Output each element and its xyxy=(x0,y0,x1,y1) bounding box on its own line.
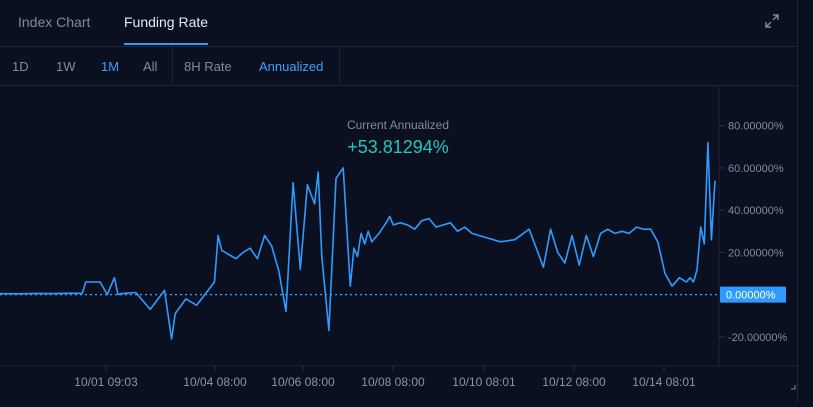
toolbar-divider xyxy=(339,47,340,85)
x-tick-label: 10/01 09:03 xyxy=(74,375,138,389)
range-toolbar: 1D 1W 1M All 8H Rate Annualized xyxy=(0,47,797,86)
panel-border xyxy=(797,0,798,402)
active-tab-indicator xyxy=(124,43,208,45)
range-1d-button[interactable]: 1D xyxy=(12,59,29,74)
y-tick-label: 60.00000% xyxy=(728,163,784,175)
x-tick-label: 10/04 08:00 xyxy=(183,375,247,389)
range-1w-button[interactable]: 1W xyxy=(56,59,76,74)
x-tick-label: 10/14 08:01 xyxy=(632,375,696,389)
resize-corner-icon[interactable] xyxy=(791,385,796,390)
tab-funding-rate[interactable]: Funding Rate xyxy=(124,14,209,30)
current-label: Current Annualized xyxy=(347,118,449,132)
y-tick-label: 80.00000% xyxy=(728,121,784,133)
x-tick-label: 10/10 08:01 xyxy=(452,375,516,389)
y-tick-label: -20.00000% xyxy=(728,332,788,344)
x-tick-label: 10/06 08:00 xyxy=(271,375,335,389)
range-all-button[interactable]: All xyxy=(143,59,158,74)
y-tick-label: 40.00000% xyxy=(728,205,784,217)
tab-bar: Index Chart Funding Rate xyxy=(0,0,797,47)
funding-rate-series-line xyxy=(0,141,716,340)
y-tick-label: 20.00000% xyxy=(728,247,784,259)
annualized-button[interactable]: Annualized xyxy=(259,59,324,74)
8h-rate-button[interactable]: 8H Rate xyxy=(184,59,232,74)
svg-text:0.00000%: 0.00000% xyxy=(726,290,776,302)
funding-rate-chart[interactable]: Current Annualized +53.81294% 80.00000% 6… xyxy=(0,86,797,402)
expand-arrows-icon[interactable] xyxy=(764,13,780,29)
zero-value-badge: 0.00000% xyxy=(720,286,786,303)
current-value: +53.81294% xyxy=(347,137,449,157)
range-1m-button[interactable]: 1M xyxy=(101,59,120,74)
x-tick-label: 10/12 08:00 xyxy=(542,375,606,389)
tab-index-chart[interactable]: Index Chart xyxy=(18,14,91,30)
toolbar-divider xyxy=(172,47,173,85)
x-tick-label: 10/08 08:00 xyxy=(361,375,425,389)
